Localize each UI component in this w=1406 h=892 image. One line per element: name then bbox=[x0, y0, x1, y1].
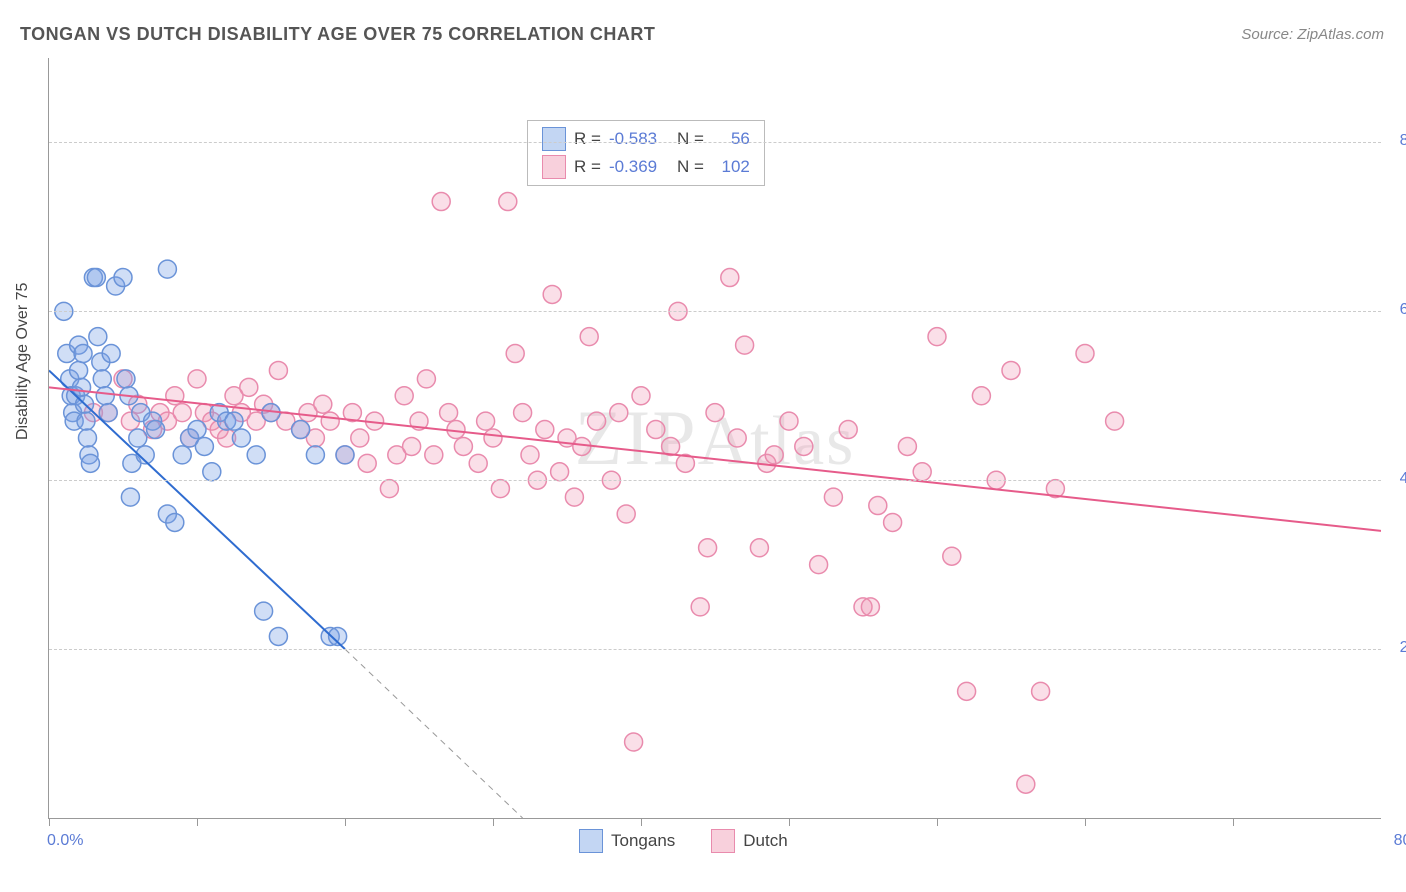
swatch-dutch bbox=[711, 829, 735, 853]
y-tick-label: 60.0% bbox=[1389, 301, 1406, 319]
source-attribution: Source: ZipAtlas.com bbox=[1241, 26, 1384, 43]
source-prefix: Source: bbox=[1241, 26, 1293, 43]
series-legend: Tongans Dutch bbox=[579, 829, 788, 853]
legend-R-label: R = bbox=[574, 129, 601, 149]
legend-label: Tongans bbox=[611, 831, 675, 851]
legend-label: Dutch bbox=[743, 831, 787, 851]
legend-item-dutch: Dutch bbox=[711, 829, 787, 853]
legend-N-label: N = bbox=[677, 157, 704, 177]
legend-item-tongans: Tongans bbox=[579, 829, 675, 853]
source-name: ZipAtlas.com bbox=[1297, 26, 1384, 43]
y-tick-label: 20.0% bbox=[1389, 639, 1406, 657]
legend-R-val: -0.583 bbox=[609, 129, 669, 149]
legend-row: R = -0.583 N = 56 bbox=[528, 125, 764, 153]
correlation-legend: R = -0.583 N = 56 R = -0.369 N = 102 bbox=[527, 120, 765, 186]
y-axis-label: Disability Age Over 75 bbox=[14, 283, 32, 440]
chart-title: TONGAN VS DUTCH DISABILITY AGE OVER 75 C… bbox=[20, 24, 655, 45]
chart-plot-area: ZIPAtlas R = -0.583 N = 56 R = -0.369 N … bbox=[48, 58, 1381, 819]
legend-R-val: -0.369 bbox=[609, 157, 669, 177]
legend-N-val: 102 bbox=[712, 157, 750, 177]
y-tick-label: 40.0% bbox=[1389, 470, 1406, 488]
legend-N-val: 56 bbox=[712, 129, 750, 149]
y-tick-label: 80.0% bbox=[1389, 132, 1406, 150]
swatch-tongans bbox=[542, 127, 566, 151]
swatch-dutch bbox=[542, 155, 566, 179]
x-tick-label: 80.0% bbox=[1394, 832, 1406, 850]
legend-N-label: N = bbox=[677, 129, 704, 149]
legend-row: R = -0.369 N = 102 bbox=[528, 153, 764, 181]
swatch-tongans bbox=[579, 829, 603, 853]
x-tick-label: 0.0% bbox=[47, 832, 83, 850]
legend-R-label: R = bbox=[574, 157, 601, 177]
